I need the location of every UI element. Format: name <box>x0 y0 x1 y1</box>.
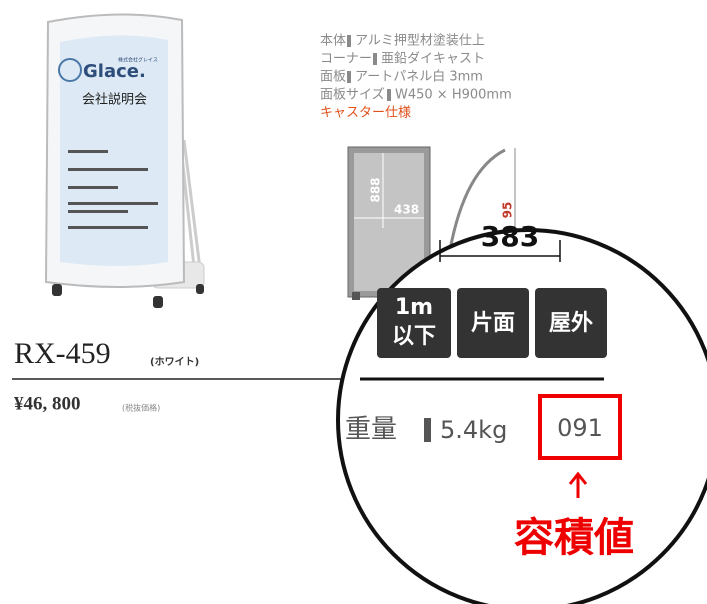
wheel <box>153 296 163 308</box>
spec-label: 面板サイズ <box>320 87 385 103</box>
separator <box>347 71 351 83</box>
height-dim: 888 <box>369 177 383 202</box>
spec-value: 亜鉛ダイキャスト <box>381 52 485 67</box>
product-info: RX-459 (ホワイト) ¥46, 800 (税抜価格) <box>12 337 360 414</box>
sign-line <box>68 226 148 229</box>
badge-text: 屋外 <box>549 310 593 336</box>
catalog-page: Glace. 株式会社グレイス 会社説明会 本体 アルミ押型材塗装仕上 コーナー… <box>0 0 707 604</box>
sign-line <box>68 210 128 213</box>
badge-text: 1m <box>395 295 433 320</box>
separator <box>373 53 377 65</box>
spec-value: W450 × H900mm <box>395 88 512 103</box>
side-height-dim: 95 <box>501 202 515 219</box>
separator <box>387 89 391 101</box>
badge-text: 以下 <box>392 324 436 349</box>
spec-value: アートパネル白 3mm <box>355 69 483 85</box>
wheel <box>352 292 360 300</box>
weight-label: 重量 <box>345 415 397 445</box>
sign-line <box>68 202 158 205</box>
spec-list: 本体 アルミ押型材塗装仕上 コーナー 亜鉛ダイキャスト 面板 アートパネル白 3… <box>320 33 512 121</box>
price-note: (税抜価格) <box>122 403 160 413</box>
sign-heading: 会社説明会 <box>82 92 147 108</box>
sign-logo: Glace. <box>83 61 146 82</box>
separator <box>424 418 431 442</box>
width-dim: 438 <box>394 203 419 217</box>
volume-value: 091 <box>557 414 603 442</box>
depth-dim: 383 <box>481 220 539 253</box>
spec-label: 本体 <box>320 34 346 49</box>
spec-label: 面板 <box>320 70 346 85</box>
sign-company: 株式会社グレイス <box>118 57 158 64</box>
price: ¥46, 800 <box>14 393 81 414</box>
spec-label: コーナー <box>320 52 372 67</box>
volume-label: 容積値 <box>514 515 634 561</box>
weight-value: 5.4kg <box>440 416 507 444</box>
spec-value: アルミ押型材塗装仕上 <box>355 33 485 49</box>
wheel <box>196 284 204 294</box>
caster-spec: キャスター仕様 <box>320 106 411 121</box>
model-name: RX-459 <box>14 337 111 370</box>
sign-line <box>68 168 148 171</box>
wheel <box>52 284 62 296</box>
product-image: Glace. 株式会社グレイス 会社説明会 <box>46 14 204 308</box>
sign-line <box>68 150 108 153</box>
separator <box>347 35 351 47</box>
model-color: (ホワイト) <box>150 356 199 368</box>
badge-text: 片面 <box>471 311 515 336</box>
sign-line <box>68 186 118 189</box>
